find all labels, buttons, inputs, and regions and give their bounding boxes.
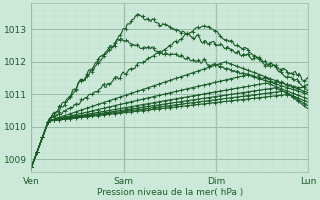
X-axis label: Pression niveau de la mer( hPa ): Pression niveau de la mer( hPa ) (97, 188, 243, 197)
